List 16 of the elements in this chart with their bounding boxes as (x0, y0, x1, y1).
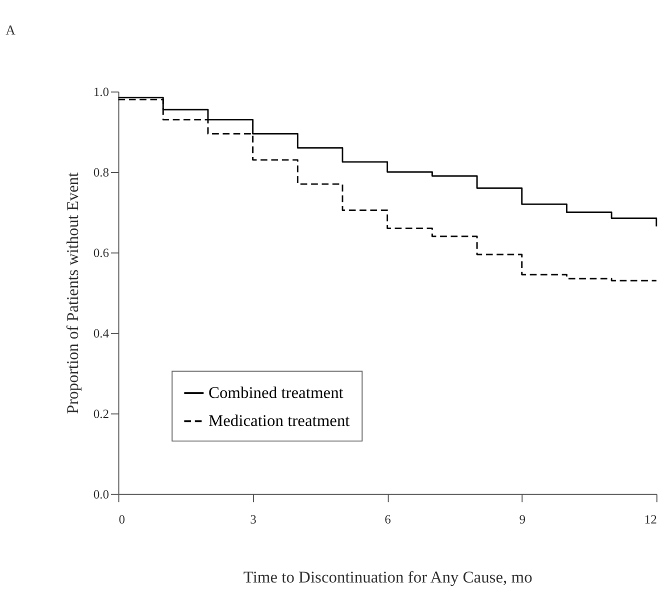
y-tick-label: 1.0 (93, 84, 110, 99)
x-tick-label: 0 (118, 512, 126, 526)
x-tick-label: 3 (250, 512, 256, 526)
y-axis-title: Proportion of Patients without Event (62, 172, 82, 414)
y-tick-label: 0.6 (93, 246, 110, 260)
text: A (6, 22, 16, 38)
x-tick-label: 9 (519, 512, 526, 526)
y-tick-label: 0.4 (93, 326, 110, 340)
x-tick-label: 12 (644, 512, 657, 526)
y-tick-label: 0.8 (93, 165, 110, 180)
x-axis-title: Time to Discontinuation for Any Cause, mo (243, 568, 532, 587)
y-tick-label: 0.0 (93, 487, 110, 502)
x-tick-label: 6 (384, 512, 391, 526)
legend-label: Combined treatment (208, 382, 344, 402)
legend-label: Medication treatment (208, 411, 350, 430)
y-tick-label: 0.2 (93, 406, 110, 421)
